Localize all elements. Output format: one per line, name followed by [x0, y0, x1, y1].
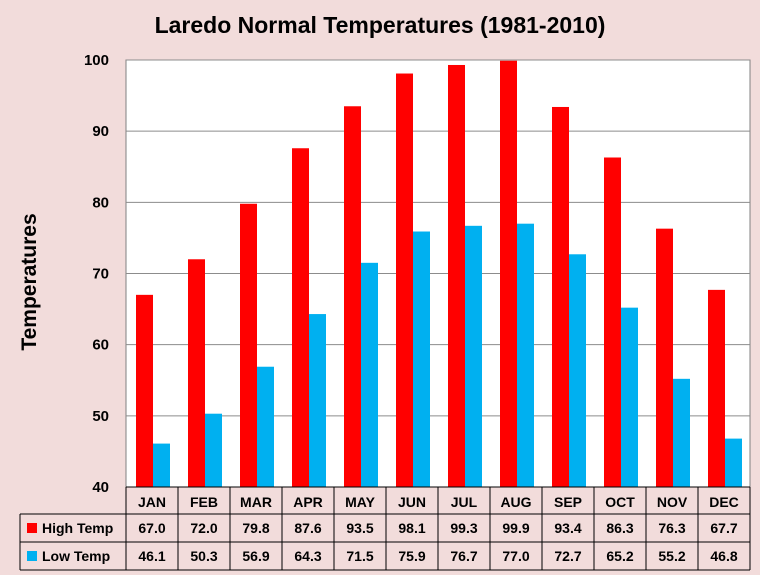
bar-high-temp	[188, 259, 205, 487]
bar-high-temp	[344, 106, 361, 487]
bar-low-temp	[465, 225, 482, 487]
y-tick-label: 40	[92, 479, 109, 496]
legend-label: High Temp	[42, 520, 113, 536]
bar-low-temp	[569, 254, 586, 487]
x-category-label: DEC	[709, 494, 739, 510]
bar-high-temp	[136, 294, 153, 487]
bar-low-temp	[413, 231, 430, 487]
data-label: 55.2	[658, 548, 685, 564]
data-label: 99.3	[450, 520, 477, 536]
x-category-label: JUN	[398, 494, 426, 510]
bar-high-temp	[396, 73, 413, 487]
bar-high-temp	[552, 106, 569, 487]
data-label: 76.3	[658, 520, 685, 536]
bar-high-temp	[448, 64, 465, 488]
bar-low-temp	[205, 413, 222, 487]
data-label: 46.1	[138, 548, 165, 564]
data-label: 64.3	[294, 548, 321, 564]
y-tick-label: 100	[84, 52, 109, 69]
bar-low-temp	[621, 307, 638, 487]
y-tick-label: 90	[92, 123, 109, 140]
data-label: 87.6	[294, 520, 321, 536]
x-category-label: JUL	[451, 494, 478, 510]
y-tick-label: 70	[92, 266, 109, 283]
data-label: 65.2	[606, 548, 633, 564]
x-category-label: JAN	[138, 494, 166, 510]
bar-low-temp	[153, 443, 170, 487]
data-label: 46.8	[710, 548, 737, 564]
legend-label: Low Temp	[42, 548, 110, 564]
bar-low-temp	[517, 223, 534, 487]
bar-high-temp	[604, 157, 621, 487]
bar-high-temp	[240, 203, 257, 488]
chart-title: Laredo Normal Temperatures (1981-2010)	[154, 12, 606, 38]
data-label: 75.9	[398, 548, 425, 564]
bar-high-temp	[500, 60, 517, 487]
y-tick-label: 80	[92, 194, 109, 211]
y-tick-label: 50	[92, 408, 109, 425]
data-label: 50.3	[190, 548, 217, 564]
x-category-label: SEP	[554, 494, 582, 510]
data-label: 93.5	[346, 520, 373, 536]
bar-low-temp	[309, 314, 326, 487]
data-label: 77.0	[502, 548, 529, 564]
x-category-label: OCT	[605, 494, 635, 510]
x-category-label: MAY	[345, 494, 375, 510]
y-tick-label: 60	[92, 337, 109, 354]
data-label: 71.5	[346, 548, 373, 564]
data-label: 67.0	[138, 520, 165, 536]
x-category-label: APR	[293, 494, 323, 510]
x-category-label: MAR	[240, 494, 272, 510]
data-label: 76.7	[450, 548, 477, 564]
data-label: 67.7	[710, 520, 737, 536]
bar-low-temp	[725, 438, 742, 487]
data-label: 93.4	[554, 520, 581, 536]
bar-high-temp	[708, 289, 725, 487]
data-label: 72.0	[190, 520, 217, 536]
data-label: 86.3	[606, 520, 633, 536]
bar-low-temp	[673, 378, 690, 487]
legend-key	[27, 551, 37, 561]
data-label: 99.9	[502, 520, 529, 536]
data-label: 98.1	[398, 520, 425, 536]
x-category-label: FEB	[190, 494, 218, 510]
data-label: 56.9	[242, 548, 269, 564]
bar-high-temp	[656, 228, 673, 488]
x-category-label: NOV	[657, 494, 688, 510]
bar-low-temp	[257, 366, 274, 487]
data-label: 72.7	[554, 548, 581, 564]
data-label: 79.8	[242, 520, 269, 536]
x-category-label: AUG	[500, 494, 531, 510]
bar-high-temp	[292, 148, 309, 487]
bar-low-temp	[361, 262, 378, 487]
legend-key	[27, 523, 37, 533]
